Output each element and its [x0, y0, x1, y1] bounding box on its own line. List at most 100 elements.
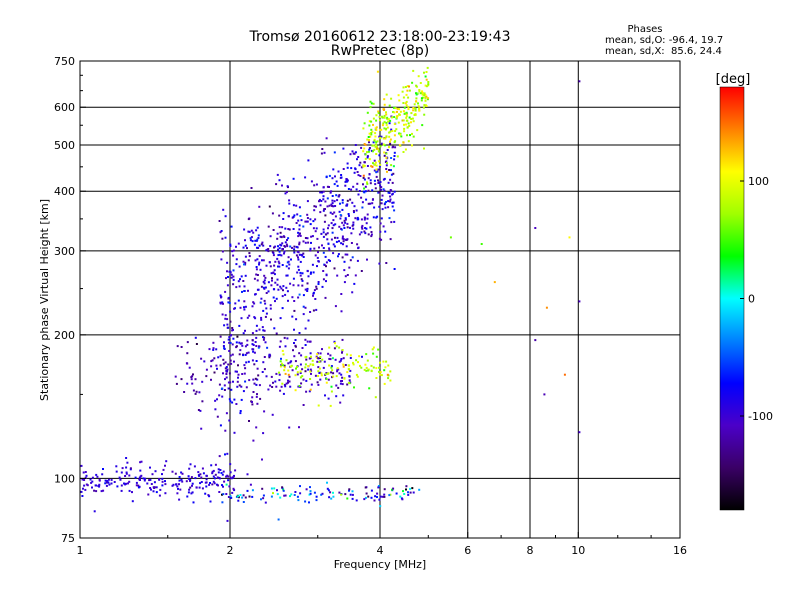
data-point: [243, 228, 246, 231]
data-point: [295, 204, 298, 207]
data-point: [245, 386, 248, 389]
data-point: [341, 338, 344, 341]
data-point: [219, 364, 222, 367]
data-point: [315, 183, 318, 186]
data-point: [239, 494, 242, 496]
data-point: [262, 494, 265, 497]
data-point: [390, 164, 393, 167]
data-point: [242, 494, 245, 497]
data-point: [412, 69, 415, 72]
phases-box: Phases mean, sd,O: -96.4, 19.7 mean, sd,…: [605, 24, 723, 57]
data-point: [278, 265, 281, 268]
data-point: [389, 379, 392, 382]
data-point: [309, 247, 312, 250]
data-point: [334, 175, 336, 178]
data-point: [180, 378, 183, 381]
data-point: [243, 290, 246, 292]
data-point: [232, 275, 235, 278]
data-point: [402, 490, 404, 493]
data-point: [360, 196, 363, 199]
data-point: [380, 142, 383, 145]
data-point: [235, 345, 238, 348]
data-point: [202, 472, 205, 475]
data-point: [405, 116, 408, 119]
data-point: [341, 221, 344, 224]
data-point: [378, 165, 381, 168]
data-point: [388, 131, 391, 134]
data-point: [224, 361, 227, 364]
data-point: [255, 268, 258, 271]
data-point: [302, 378, 305, 381]
data-point: [225, 369, 228, 372]
data-point: [244, 261, 247, 264]
data-point: [253, 382, 256, 385]
data-point: [207, 494, 210, 497]
data-point: [372, 346, 375, 349]
data-point: [290, 360, 293, 363]
data-point: [332, 372, 335, 375]
data-point: [212, 469, 215, 472]
data-point: [186, 382, 189, 385]
data-point: [213, 482, 216, 485]
data-point: [330, 390, 333, 393]
data-point: [385, 164, 388, 167]
data-point: [323, 264, 326, 266]
data-point: [219, 355, 222, 358]
data-point: [211, 470, 214, 473]
data-point: [267, 388, 270, 391]
data-point: [189, 486, 192, 489]
data-point: [297, 499, 300, 502]
data-point: [191, 482, 194, 485]
data-point: [218, 394, 221, 397]
data-point: [256, 274, 259, 276]
data-point: [197, 409, 200, 411]
data-point: [298, 293, 301, 296]
data-point: [246, 247, 248, 250]
data-point: [329, 358, 332, 361]
data-point: [352, 185, 355, 188]
data-point: [390, 221, 393, 224]
data-point: [306, 269, 309, 272]
data-point: [332, 168, 335, 171]
data-point: [107, 478, 110, 481]
data-point: [330, 190, 333, 193]
data-point: [124, 475, 127, 477]
data-point: [234, 370, 237, 373]
data-point: [345, 204, 348, 207]
data-point: [370, 235, 373, 238]
data-point: [351, 224, 354, 227]
data-point: [414, 113, 417, 116]
data-point: [379, 181, 382, 184]
data-point: [229, 463, 232, 466]
data-point: [332, 219, 335, 222]
data-point: [301, 279, 304, 282]
data-point: [389, 189, 392, 191]
data-point: [296, 365, 298, 368]
data-point: [328, 346, 331, 349]
data-point: [244, 367, 247, 370]
data-point: [190, 378, 193, 381]
data-point: [393, 158, 396, 161]
data-point: [224, 453, 226, 456]
data-point: [319, 356, 322, 358]
data-point: [268, 356, 271, 359]
data-point: [421, 90, 423, 93]
data-point: [293, 355, 296, 358]
data-point: [320, 200, 323, 202]
data-point: [357, 246, 360, 249]
data-point: [368, 132, 371, 135]
data-point: [341, 256, 344, 259]
data-point: [307, 241, 310, 244]
data-point: [204, 492, 207, 495]
data-point: [377, 148, 380, 151]
data-point: [277, 288, 280, 291]
data-point: [315, 287, 318, 290]
data-point: [232, 337, 235, 340]
data-point: [255, 329, 258, 332]
data-point: [407, 122, 410, 125]
data-point: [369, 179, 372, 182]
data-point: [261, 241, 264, 244]
data-point: [220, 258, 223, 261]
data-point: [315, 205, 317, 208]
data-point: [228, 419, 231, 422]
